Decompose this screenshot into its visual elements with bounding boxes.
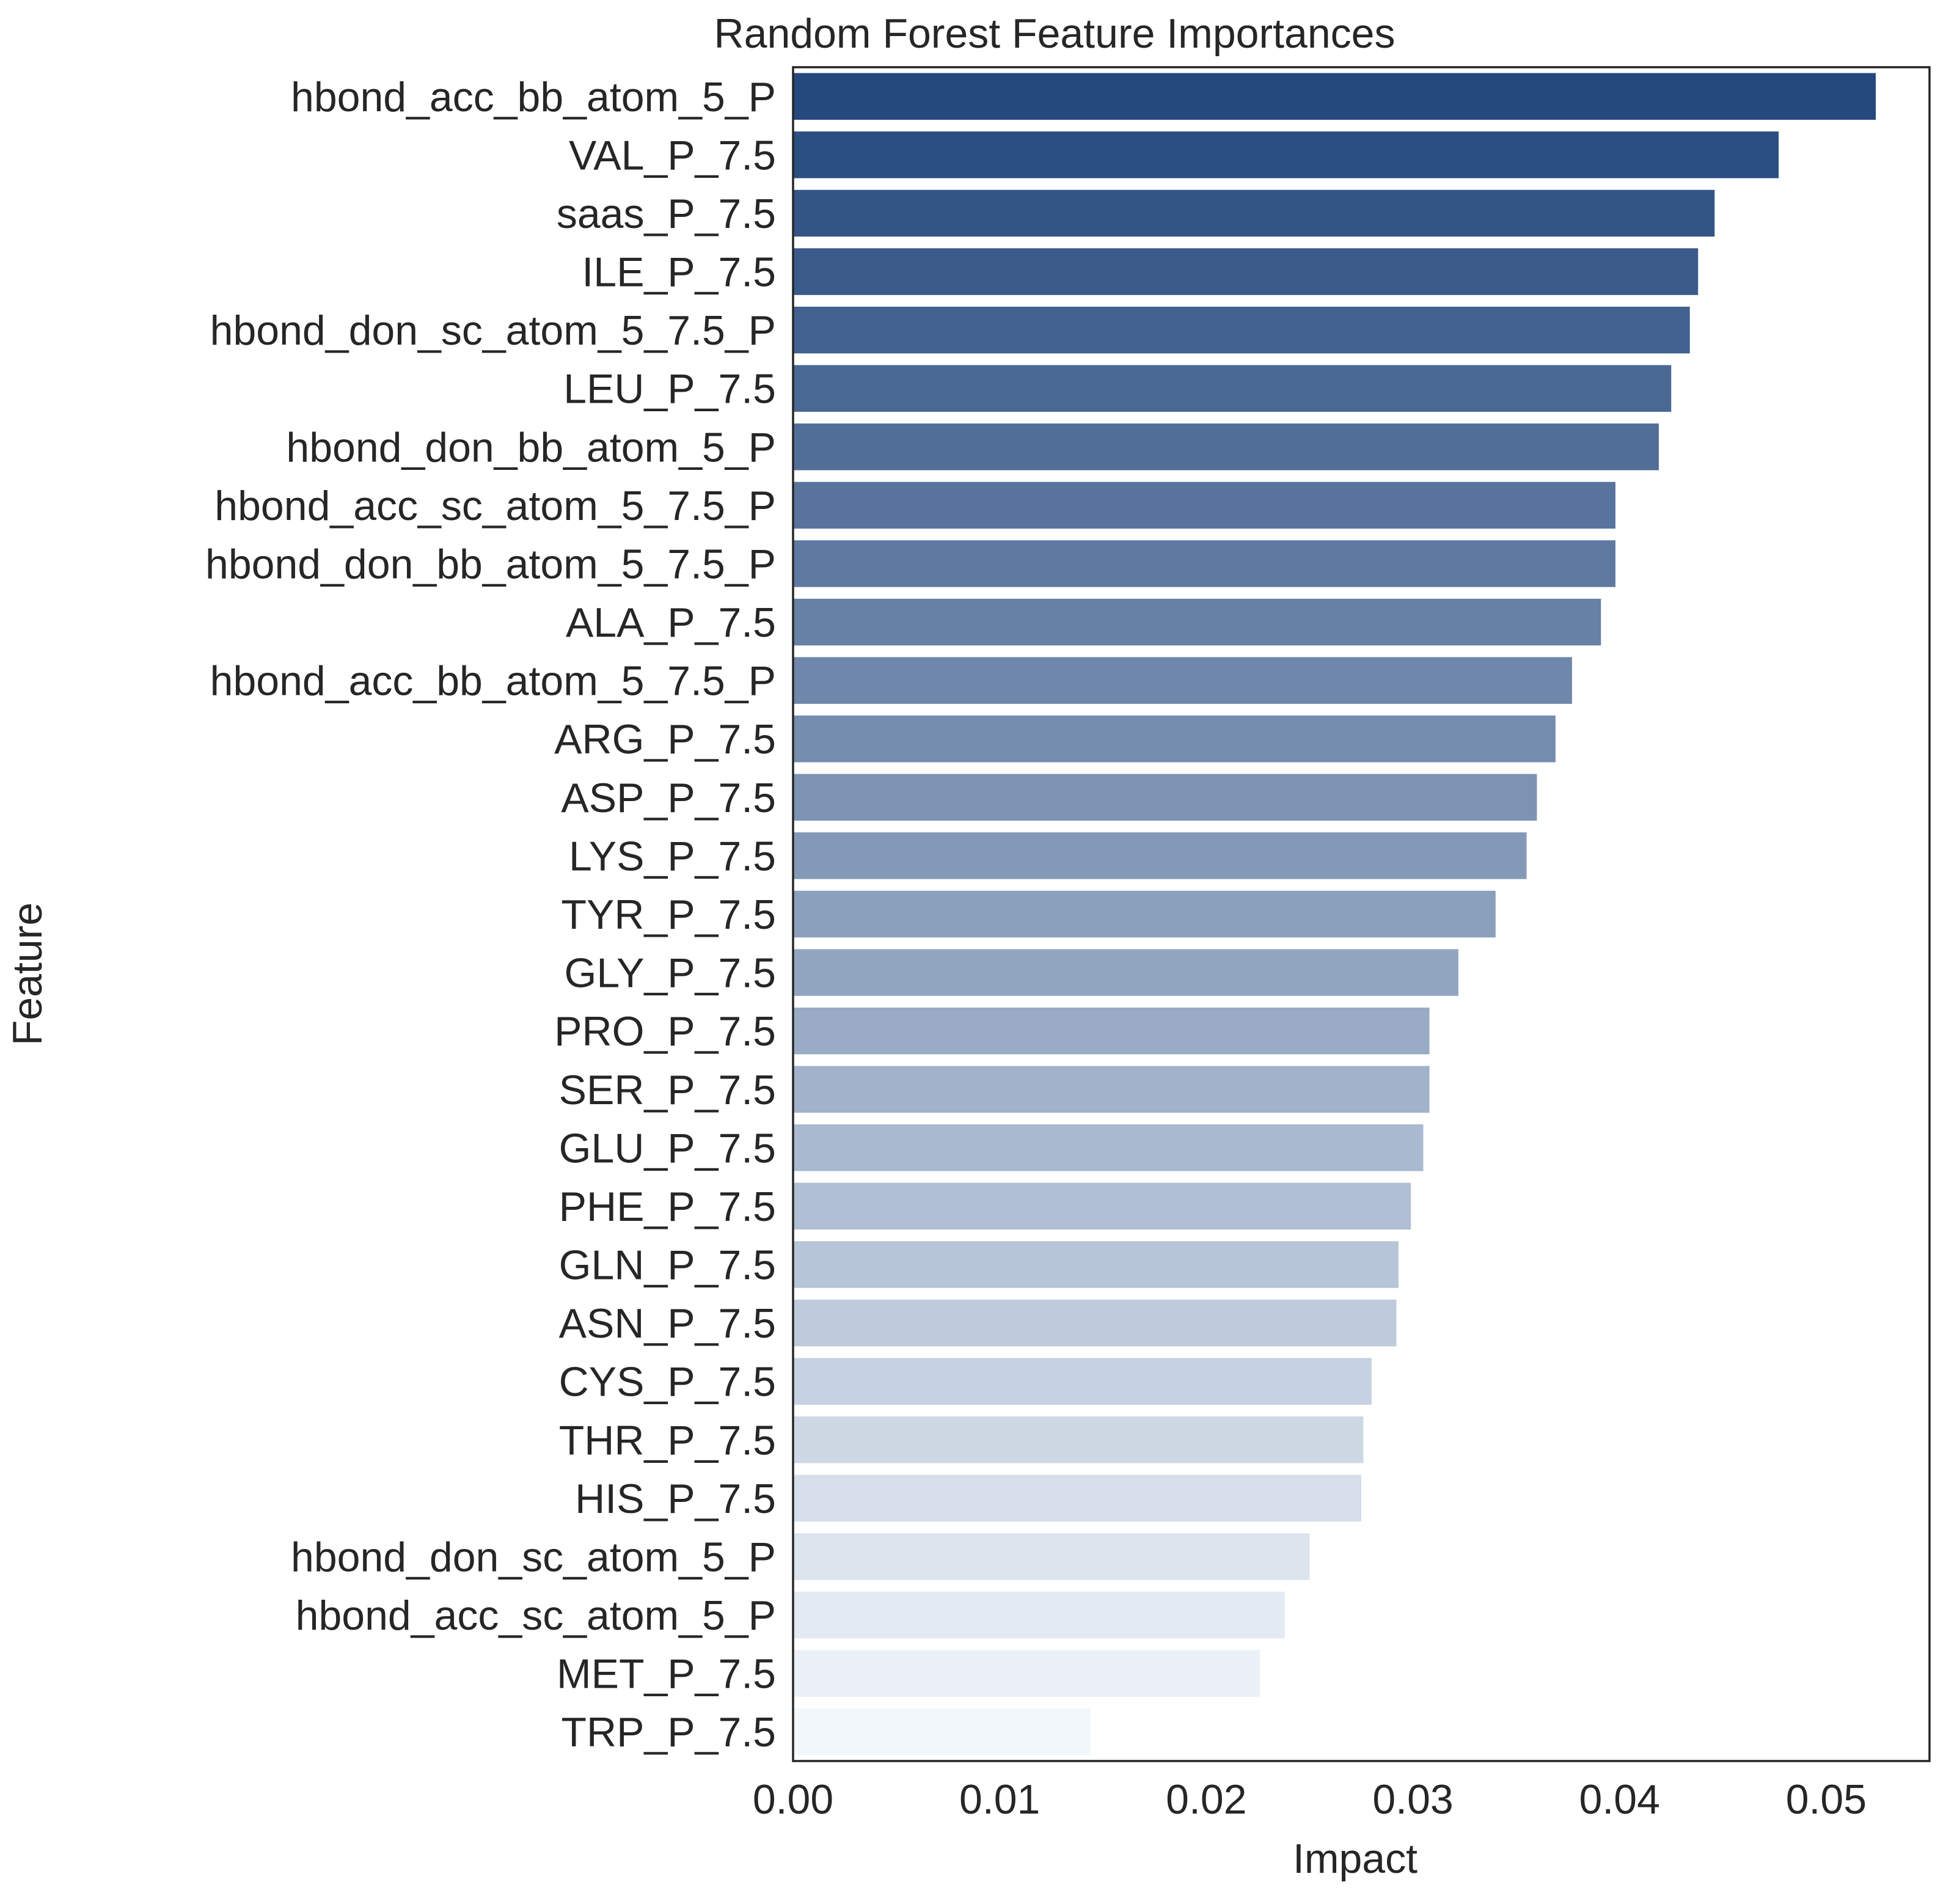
bar xyxy=(793,481,1615,529)
y-tick-label: ASN_P_7.5 xyxy=(559,1300,776,1347)
bar xyxy=(793,73,1876,120)
y-tick-label: hbond_don_bb_atom_5_7.5_P xyxy=(205,541,776,587)
y-tick-label: hbond_don_sc_atom_5_7.5_P xyxy=(210,307,776,354)
x-tick-label: 0.01 xyxy=(959,1776,1040,1823)
y-tick-label: hbond_don_sc_atom_5_P xyxy=(291,1534,776,1580)
bar xyxy=(793,657,1572,704)
bar xyxy=(793,540,1615,587)
y-tick-label: SER_P_7.5 xyxy=(559,1067,776,1113)
bar xyxy=(793,248,1699,295)
bar xyxy=(793,1708,1091,1756)
y-tick-label: LEU_P_7.5 xyxy=(563,366,776,412)
y-tick-label: CYS_P_7.5 xyxy=(559,1359,776,1405)
bar xyxy=(793,306,1690,354)
bar xyxy=(793,1182,1411,1230)
bar xyxy=(793,890,1496,938)
bar xyxy=(793,1474,1361,1522)
bar xyxy=(793,1241,1399,1288)
bar xyxy=(793,949,1458,996)
y-tick-label: GLU_P_7.5 xyxy=(559,1125,776,1171)
bar xyxy=(793,774,1537,821)
y-tick-label: LYS_P_7.5 xyxy=(569,833,776,879)
y-tick-label: MET_P_7.5 xyxy=(557,1651,776,1697)
bar xyxy=(793,1124,1424,1171)
plot-frame xyxy=(792,66,1931,1762)
bar xyxy=(793,1066,1430,1113)
x-tick-label: 0.05 xyxy=(1786,1776,1867,1823)
bar xyxy=(793,598,1601,646)
x-tick-label: 0.02 xyxy=(1166,1776,1246,1823)
y-tick-label: PRO_P_7.5 xyxy=(554,1008,776,1055)
y-tick-label: ASP_P_7.5 xyxy=(561,775,776,821)
bar xyxy=(793,423,1659,471)
bar xyxy=(793,1591,1285,1639)
bar xyxy=(793,1533,1310,1580)
y-axis-label: Feature xyxy=(4,903,51,1045)
x-axis-label: Impact xyxy=(1293,1836,1417,1882)
y-tick-label: VAL_P_7.5 xyxy=(569,132,776,178)
y-tick-label: GLN_P_7.5 xyxy=(559,1242,776,1289)
y-tick-label: hbond_don_bb_atom_5_P xyxy=(286,424,776,471)
y-tick-label: ALA_P_7.5 xyxy=(566,599,776,646)
y-tick-label: hbond_acc_bb_atom_5_P xyxy=(291,74,776,120)
x-tick-label: 0.04 xyxy=(1579,1776,1660,1823)
bar xyxy=(793,1650,1260,1697)
y-tick-label: ILE_P_7.5 xyxy=(582,249,776,296)
y-tick-label: GLY_P_7.5 xyxy=(564,950,776,997)
bar xyxy=(793,1299,1397,1347)
y-tick-label: PHE_P_7.5 xyxy=(559,1184,776,1230)
bar xyxy=(793,1416,1364,1463)
bar xyxy=(793,716,1556,763)
y-tick-label: HIS_P_7.5 xyxy=(575,1476,776,1522)
x-axis-ticks: 0.00 0.01 0.02 0.03 0.04 0.05 xyxy=(753,1776,1867,1823)
bar xyxy=(793,365,1672,412)
bar xyxy=(793,189,1715,237)
chart-title: Random Forest Feature Importances xyxy=(714,10,1395,57)
y-tick-label: ARG_P_7.5 xyxy=(554,716,776,763)
bar xyxy=(793,832,1527,879)
bar xyxy=(793,1007,1430,1055)
y-tick-label: TYR_P_7.5 xyxy=(561,892,776,938)
y-tick-label: saas_P_7.5 xyxy=(557,191,776,237)
y-tick-label: THR_P_7.5 xyxy=(559,1417,776,1463)
y-tick-label: hbond_acc_bb_atom_5_7.5_P xyxy=(210,658,776,705)
y-tick-labels: hbond_acc_bb_atom_5_P VAL_P_7.5 saas_P_7.5… xyxy=(205,74,776,1756)
y-tick-label: hbond_acc_sc_atom_5_P xyxy=(296,1592,776,1639)
bar xyxy=(793,131,1779,178)
bars-layer xyxy=(793,73,1876,1756)
bar xyxy=(793,1358,1372,1405)
y-tick-label: TRP_P_7.5 xyxy=(561,1709,776,1756)
x-tick-label: 0.00 xyxy=(753,1776,833,1823)
y-tick-label: hbond_acc_sc_atom_5_7.5_P xyxy=(214,483,776,529)
x-tick-label: 0.03 xyxy=(1372,1776,1453,1823)
